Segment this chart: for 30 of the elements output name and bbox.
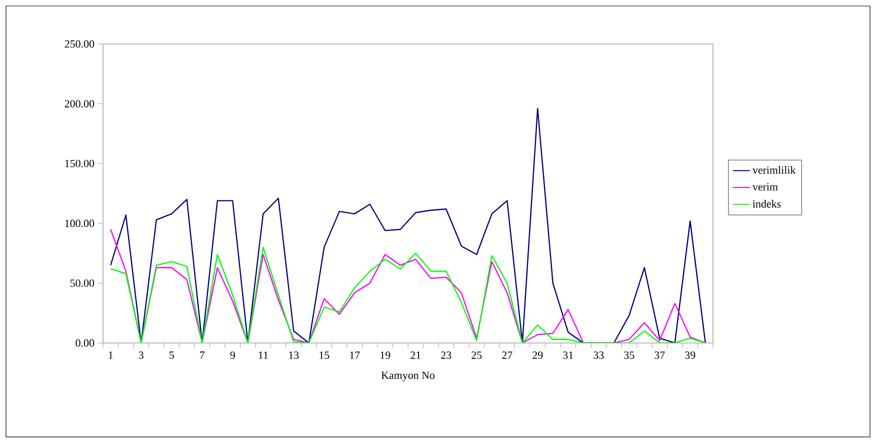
x-tick-label: 27 <box>502 352 512 359</box>
x-tick-label: 1 <box>108 352 113 359</box>
legend-label: verim <box>752 183 778 190</box>
y-tick-label: 150.00 <box>65 160 94 168</box>
x-tick-label: 29 <box>532 352 543 359</box>
x-tick-label: 3 <box>138 352 144 359</box>
x-tick-label: 31 <box>563 352 573 359</box>
x-tick-label: 37 <box>654 352 665 359</box>
x-tick-label: 7 <box>200 352 205 359</box>
x-tick-label: 23 <box>441 352 452 359</box>
x-tick-label: 33 <box>594 352 604 359</box>
x-axis-title: Kamyon No <box>381 372 435 382</box>
x-tick-label: 5 <box>170 352 174 359</box>
x-tick-label: 9 <box>230 352 235 359</box>
x-tick-label: 39 <box>685 352 696 359</box>
y-tick-label: 100.00 <box>65 220 94 228</box>
x-tick-label: 21 <box>410 352 420 359</box>
x-tick-label: 15 <box>320 352 330 359</box>
y-tick-label: 200.00 <box>64 100 94 108</box>
x-tick-label: 19 <box>380 352 390 359</box>
x-tick-label: 17 <box>350 352 360 359</box>
y-tick-label: 0.00 <box>76 339 94 347</box>
y-tick-label: 50.00 <box>70 279 94 287</box>
x-tick-label: 35 <box>624 352 634 359</box>
x-tick-label: 11 <box>258 352 268 359</box>
legend-label: indeks <box>752 200 781 208</box>
y-tick-label: 250.00 <box>64 40 94 48</box>
x-tick-label: 13 <box>289 352 299 359</box>
x-tick-label: 25 <box>472 352 482 359</box>
legend-label: verimlilik <box>752 166 796 174</box>
